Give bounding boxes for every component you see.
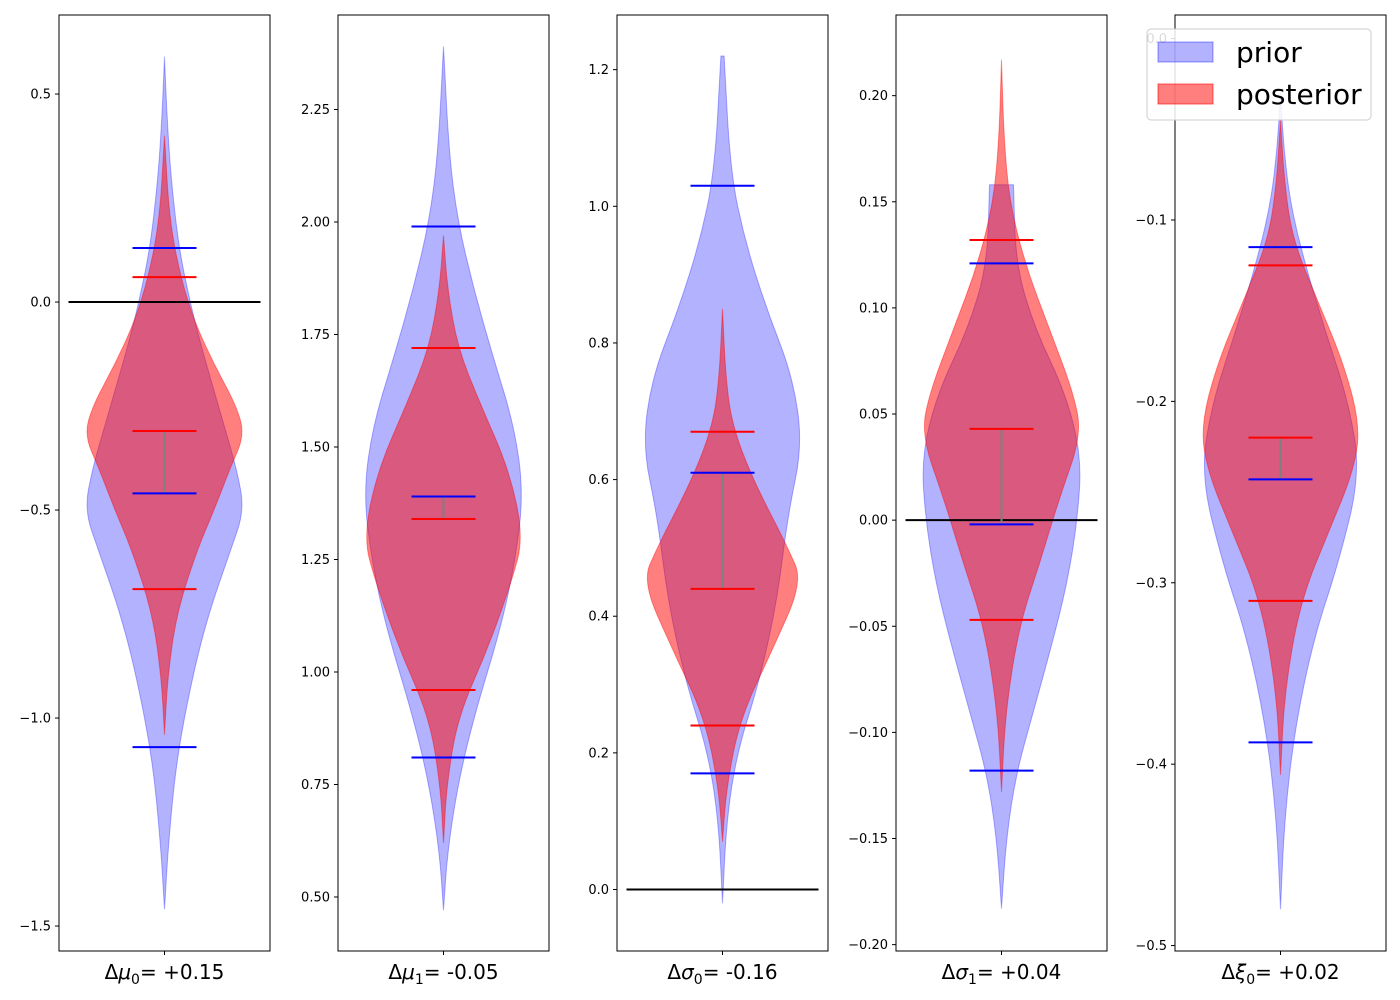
x-axis-label: Δμ0= +0.15 xyxy=(105,960,225,988)
x-axis-label: Δξ0= +0.02 xyxy=(1221,960,1339,988)
y-tick-label: −0.20 xyxy=(848,938,888,953)
y-tick-label: 2.00 xyxy=(301,216,330,231)
violin-panel-4: 0.20 0.15 0.10 0.05 0.00 −0.05 −0.10 −0.15 −0.20… xyxy=(848,14,1108,988)
y-tick-label: −0.05 xyxy=(848,620,888,635)
legend-label-posterior: posterior xyxy=(1236,78,1362,111)
y-tick-label: 0.8 xyxy=(588,336,609,351)
violin-panel-1: 0.5 0.0 −0.5 −1.0 −1.5 Δμ0= +0.15 xyxy=(19,14,271,988)
legend-swatch-posterior xyxy=(1157,83,1214,105)
posterior-violin xyxy=(923,59,1080,792)
violin-panel-3: 1.2 1.0 0.8 0.6 0.4 0.2 0.0 Δσ0= -0.16 xyxy=(588,14,829,988)
y-tick-label: 0.15 xyxy=(859,195,888,210)
y-tick-label: 1.00 xyxy=(301,666,330,681)
y-tick-label: 0.05 xyxy=(859,408,888,423)
y-tick-label: 0.10 xyxy=(859,301,888,316)
x-axis-label: Δσ1= +0.04 xyxy=(942,960,1062,988)
violin-panel-2: 2.25 2.00 1.75 1.50 1.25 1.00 0.75 0.50 Δμ1= -0.… xyxy=(301,14,550,988)
y-tick-label: 0.50 xyxy=(301,891,330,906)
x-axis-label: Δμ1= -0.05 xyxy=(388,960,498,988)
y-tick-label: −0.4 xyxy=(1135,758,1167,773)
y-tick-label: 0.75 xyxy=(301,778,330,793)
y-tick-label: −1.0 xyxy=(19,712,51,727)
y-tick-label: 2.25 xyxy=(301,103,330,118)
legend: prior posterior xyxy=(1146,28,1372,121)
y-tick-label: 1.75 xyxy=(301,328,330,343)
y-tick-label: 1.0 xyxy=(588,200,609,215)
y-tick-label: 0.4 xyxy=(588,610,609,625)
y-tick-label: 0.5 xyxy=(30,88,51,103)
y-tick-label: 1.50 xyxy=(301,441,330,456)
x-axis-label: Δσ0= -0.16 xyxy=(667,960,777,988)
y-tick-label: 0.2 xyxy=(588,746,609,761)
y-tick-label: 1.2 xyxy=(588,63,609,78)
legend-swatch-prior xyxy=(1157,41,1214,63)
posterior-violin xyxy=(366,235,521,844)
y-tick-label: 0.6 xyxy=(588,473,609,488)
y-tick-label: 0.0 xyxy=(588,883,609,898)
y-tick-label: 0.20 xyxy=(859,89,888,104)
y-tick-label: 0.00 xyxy=(859,514,888,529)
y-tick-label: 0.0 xyxy=(30,296,51,311)
y-tick-label: −0.5 xyxy=(19,504,51,519)
y-tick-label: −0.10 xyxy=(848,726,888,741)
y-tick-label: −0.5 xyxy=(1135,939,1167,954)
y-tick-label: 1.25 xyxy=(301,553,330,568)
y-tick-label: −0.2 xyxy=(1135,395,1167,410)
y-tick-label: −0.15 xyxy=(848,832,888,847)
y-tick-label: −0.3 xyxy=(1135,576,1167,591)
y-tick-label: −1.5 xyxy=(19,920,51,935)
legend-label-prior: prior xyxy=(1236,36,1302,69)
y-tick-label: −0.1 xyxy=(1135,213,1167,228)
